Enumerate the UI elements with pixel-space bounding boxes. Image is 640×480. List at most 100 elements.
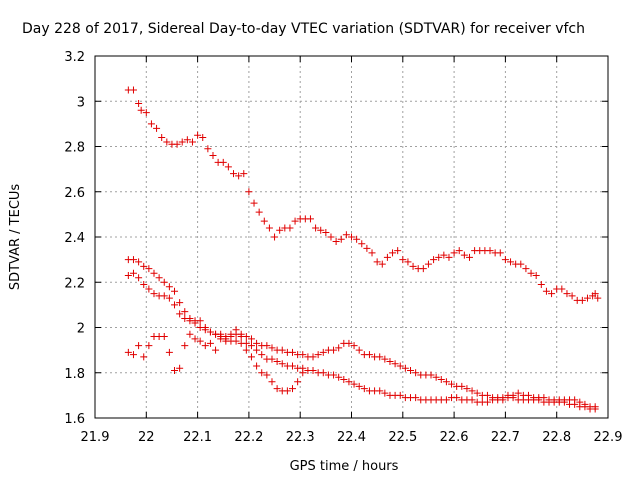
data-point (345, 378, 353, 386)
data-point (322, 228, 330, 236)
data-point (171, 287, 179, 295)
data-point (453, 394, 461, 402)
data-point (440, 251, 448, 259)
x-tick-label: 22.6 (440, 430, 469, 445)
y-tick-label: 1.6 (64, 412, 85, 427)
data-point (263, 371, 271, 379)
data-point (340, 376, 348, 384)
data-point (181, 342, 189, 350)
data-point (204, 145, 212, 153)
data-point (135, 100, 143, 108)
data-point (396, 391, 404, 399)
data-point (306, 215, 314, 223)
data-point (507, 258, 515, 266)
data-point (591, 290, 599, 298)
data-point (150, 290, 158, 298)
data-point (286, 224, 294, 232)
data-point (483, 391, 491, 399)
data-points (124, 86, 602, 413)
data-point (165, 348, 173, 356)
data-point (255, 208, 263, 216)
data-point (155, 274, 163, 282)
data-point (381, 389, 389, 397)
data-point (309, 353, 317, 361)
data-point (199, 133, 207, 141)
y-tick-label: 1.8 (64, 367, 85, 382)
data-point (396, 362, 404, 370)
data-point (517, 260, 525, 268)
data-point (355, 382, 363, 390)
y-tick-label: 3 (77, 95, 85, 110)
data-point (250, 199, 258, 207)
data-point (337, 235, 345, 243)
data-point (186, 317, 194, 325)
data-point (435, 253, 443, 261)
data-point (135, 274, 143, 282)
data-point (191, 335, 199, 343)
data-point (171, 366, 179, 374)
data-point (140, 353, 148, 361)
data-point (206, 328, 214, 336)
y-tick-label: 3.2 (64, 50, 85, 65)
data-point (227, 330, 235, 338)
data-point (181, 314, 189, 322)
x-tick-label: 22 (138, 430, 155, 445)
data-point (496, 249, 504, 257)
data-point (165, 283, 173, 291)
y-axis-ticks: 1.6 1.8 2 2.2 2.4 2.6 2.8 3 3.2 (64, 50, 608, 427)
data-point (348, 233, 355, 241)
data-point (135, 258, 143, 266)
data-point (217, 335, 225, 343)
data-point (158, 133, 166, 141)
data-point (465, 253, 473, 261)
data-point (160, 292, 168, 300)
data-point (473, 389, 481, 397)
data-point (206, 339, 214, 347)
data-point (412, 369, 420, 377)
data-point (342, 231, 350, 239)
data-point (137, 106, 145, 114)
x-axis-label: GPS time / hours (290, 459, 399, 474)
data-point (314, 351, 322, 359)
data-point (145, 265, 153, 273)
data-point (129, 269, 137, 277)
data-point (196, 317, 204, 325)
data-point (455, 247, 463, 255)
series-3 (124, 269, 599, 413)
data-point (273, 385, 281, 393)
data-point (355, 346, 363, 354)
data-point (535, 396, 543, 404)
data-point (163, 138, 171, 146)
data-point (176, 299, 184, 307)
x-axis-ticks: 21.9 22 22.1 22.2 22.3 22.4 22.5 22.6 22.7 22.8 22… (81, 56, 622, 445)
y-tick-label: 2.8 (64, 141, 85, 156)
data-point (412, 394, 420, 402)
chart-title: Day 228 of 2017, Sidereal Day-to-day VTE… (22, 21, 586, 37)
data-point (294, 378, 302, 386)
data-point (232, 337, 240, 345)
data-point (424, 260, 432, 268)
data-point (129, 351, 137, 359)
data-point (299, 369, 307, 377)
data-point (401, 364, 409, 372)
data-point (368, 249, 376, 257)
data-point (289, 385, 297, 393)
data-point (578, 296, 586, 304)
data-point (176, 310, 184, 318)
data-point (230, 170, 238, 178)
data-point (271, 233, 279, 241)
y-tick-label: 2.2 (64, 276, 85, 291)
data-point (263, 342, 271, 350)
data-point (486, 247, 494, 255)
data-point (237, 333, 245, 341)
data-point (330, 371, 338, 379)
data-point (437, 376, 445, 384)
data-point (278, 346, 286, 354)
x-tick-label: 22.7 (491, 430, 520, 445)
data-point (381, 355, 389, 363)
series-2 (124, 256, 599, 411)
data-point (289, 348, 297, 356)
data-point (378, 260, 386, 268)
data-point (568, 292, 576, 300)
